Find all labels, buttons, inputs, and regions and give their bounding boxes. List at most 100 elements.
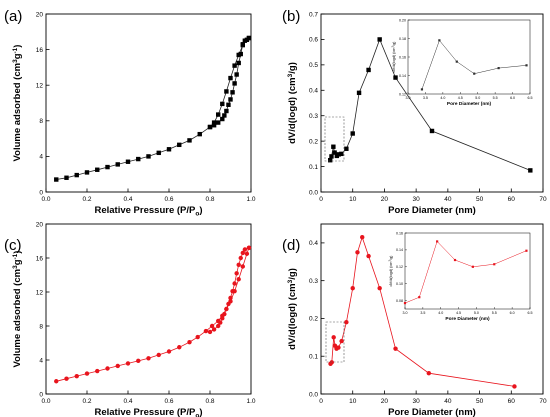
inset-point — [438, 39, 441, 42]
adsorption-point — [228, 75, 233, 81]
panel-d: (d) 0 10 20 30 40 50 60 70 0.0 0.1 0.2 0.3 0.4 Pore Di… — [282, 223, 547, 417]
adsorption-point — [156, 150, 161, 156]
adsorption-point — [236, 277, 241, 282]
distribution-point — [356, 90, 362, 96]
adsorption-point — [95, 167, 100, 172]
inset-point — [420, 88, 424, 91]
y-tick-label: 0.0 — [309, 189, 318, 196]
plot-frame — [45, 223, 252, 395]
adsorption-point — [136, 156, 141, 162]
distribution-point — [528, 168, 533, 173]
distribution-line — [330, 235, 515, 387]
panel-label: (b) — [282, 8, 300, 25]
distribution-point — [344, 320, 349, 325]
y-tick-label: 0.18 — [399, 37, 406, 41]
panel-label: (a) — [4, 8, 22, 25]
distribution-point — [332, 150, 337, 155]
desorption-point — [236, 262, 241, 267]
distribution-point — [350, 131, 355, 136]
distribution-point — [429, 128, 435, 134]
inset-y-axis-title-main: dV/d(logd) (cm — [389, 262, 393, 287]
panel-label: (d) — [282, 237, 300, 254]
x-tick-label: 5.0 — [474, 311, 479, 315]
x-tick-label: 0.6 — [164, 196, 173, 203]
plot-frame — [45, 13, 252, 193]
y-tick-label: 0.0 — [309, 391, 318, 398]
distribution-point — [393, 346, 398, 351]
y-axis-title-sup: 3 — [287, 73, 294, 77]
x-tick-label: 6.0 — [510, 96, 515, 100]
y-axis-title-sup: 3 — [287, 279, 294, 283]
distribution-point — [339, 151, 344, 157]
distribution-point — [336, 345, 341, 350]
x-tick-label: 3.5 — [420, 311, 425, 315]
inset-point — [403, 301, 407, 305]
distribution-point — [331, 144, 336, 149]
plot-frame — [320, 223, 544, 395]
distribution-point — [512, 384, 517, 389]
x-tick-label: 70 — [539, 398, 547, 405]
desorption-point — [211, 327, 217, 332]
adsorption-point — [84, 371, 90, 376]
desorption-point — [242, 247, 248, 252]
x-tick-label: 6.5 — [528, 311, 533, 315]
adsorption-point — [177, 345, 182, 350]
panel-label: (c) — [4, 237, 22, 254]
inset-point — [453, 258, 457, 262]
x-tick-label: 0.4 — [123, 196, 132, 203]
x-tick-label: 0 — [319, 196, 323, 203]
adsorption-point — [125, 159, 131, 164]
inset-point — [497, 67, 500, 70]
distribution-point — [355, 250, 360, 255]
adsorption-point — [146, 154, 151, 159]
x-tick-label: 3.5 — [423, 96, 428, 100]
x-tick-label: 30 — [413, 398, 421, 405]
x-tick-label: 40 — [444, 398, 452, 405]
y-tick-label: 0.12 — [399, 92, 406, 96]
y-tick-label: 8 — [39, 323, 43, 330]
y-tick-label: 0.12 — [396, 265, 403, 269]
desorption-point — [211, 123, 217, 128]
adsorption-point — [203, 328, 209, 334]
inset-line — [421, 39, 527, 90]
inset-y-axis-title-main: dV/d(logd) (cm — [392, 48, 396, 73]
adsorption-line — [56, 37, 250, 180]
x-tick-label: 0.8 — [205, 196, 214, 203]
x-axis-title-end: ) — [199, 205, 202, 216]
y-tick-label: 0.1 — [309, 354, 318, 361]
x-tick-label: 0.4 — [123, 398, 132, 405]
adsorption-point — [105, 366, 110, 371]
y-axis-title-mid: g — [12, 259, 23, 265]
y-axis-title: dV/d(logd) (cm3/g) — [287, 268, 298, 350]
panel-c: (c) 0.0 0.2 0.4 0.6 0.8 1.0 0 4 8 12 16 20 Relative P… — [4, 221, 256, 417]
x-axis-title-main: Relative Pressure (P/P — [94, 407, 196, 417]
y-axis-title-sup1: 3 — [12, 265, 19, 269]
distribution-point — [366, 253, 371, 259]
x-tick-label: 1.0 — [246, 398, 255, 405]
adsorption-point — [115, 363, 120, 369]
y-tick-label: 0 — [39, 189, 43, 196]
y-axis-title-end: ) — [12, 45, 23, 48]
desorption-point — [228, 295, 233, 301]
distribution-point — [336, 152, 341, 157]
x-tick-label: 5.0 — [475, 96, 480, 100]
inset-x-axis-title: Pore Diameter (nm) — [445, 316, 490, 322]
y-axis-title-sup1: 3 — [12, 59, 19, 63]
distribution-point — [426, 371, 432, 376]
y-tick-label: 0.3 — [309, 278, 318, 285]
desorption-point — [234, 72, 239, 77]
distribution-point — [377, 286, 382, 291]
panel-a: (a) 0.0 0.2 0.4 0.6 0.8 1.0 0 4 8 12 16 20 Relative P… — [4, 8, 256, 218]
x-tick-label: 4.5 — [456, 311, 461, 315]
y-axis-title-main: Volume adsorbed (cm — [12, 63, 23, 162]
desorption-point — [226, 301, 231, 307]
desorption-point — [232, 81, 237, 86]
adsorption-point — [156, 352, 161, 358]
adsorption-point — [146, 356, 151, 361]
y-tick-label: 0.5 — [309, 62, 318, 69]
adsorption-point — [209, 323, 215, 329]
y-tick-label: 8 — [39, 118, 43, 125]
adsorption-point — [177, 142, 182, 148]
inset-point — [455, 60, 458, 63]
